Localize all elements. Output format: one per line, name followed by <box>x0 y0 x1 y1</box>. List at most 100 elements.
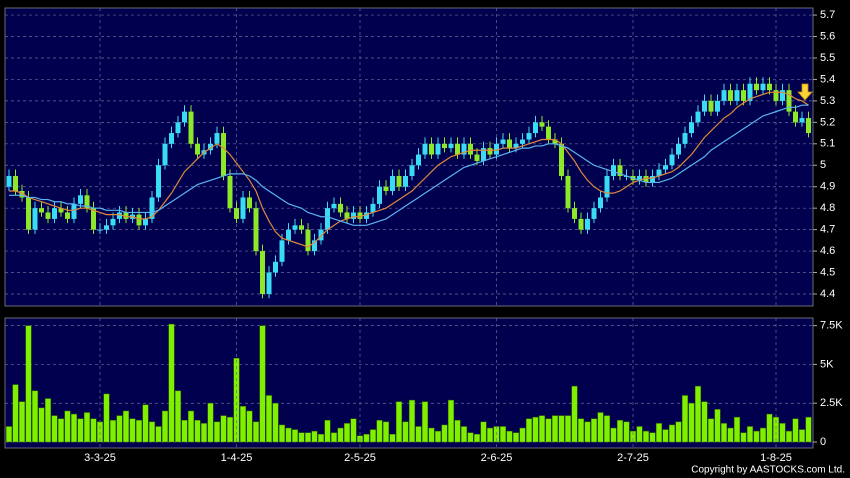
candle-body <box>91 208 96 230</box>
volume-bar <box>551 415 559 443</box>
candle-body <box>786 90 792 112</box>
candle-body <box>500 139 506 144</box>
candle-body <box>325 208 330 230</box>
candle-body <box>487 148 493 155</box>
candle-body <box>734 90 740 101</box>
candle-body <box>773 90 779 101</box>
candle-body <box>305 229 311 252</box>
volume-bar <box>116 415 123 443</box>
x-tick-label: 2-7-25 <box>617 452 649 464</box>
candle-body <box>78 195 83 204</box>
volume-bar <box>662 429 669 443</box>
volume-bar <box>506 430 513 443</box>
volume-bar <box>616 420 624 443</box>
y-tick-label: 4.8 <box>820 202 835 214</box>
volume-bar <box>38 407 45 443</box>
moving-average-line <box>9 104 809 226</box>
volume-bar <box>532 416 539 443</box>
volume-bar <box>707 418 715 443</box>
plot-layer: 0 2.5K 5K 7.5K 3-3-25 1-4-25 2-5-25 2-6-25 2-7-2… <box>5 8 843 464</box>
volume-bar <box>64 410 71 443</box>
candle-body <box>227 175 233 209</box>
volume-bar <box>109 420 117 443</box>
volume-bar <box>480 421 487 443</box>
volume-bar <box>558 415 565 443</box>
y-tick-label: 4.4 <box>820 288 835 300</box>
volume-bar <box>467 432 474 443</box>
candle-body <box>682 133 688 144</box>
volume-bar <box>675 421 682 443</box>
volume-bar <box>90 418 97 443</box>
volume-bar <box>350 418 357 443</box>
candle-body <box>604 175 610 198</box>
y-tick-label: 5.2 <box>820 116 835 128</box>
candle-body <box>507 139 512 149</box>
candle-body <box>526 133 532 140</box>
candle-body <box>370 203 376 213</box>
volume-bar <box>12 384 19 443</box>
candle-body <box>182 111 187 123</box>
volume-bar <box>200 423 208 443</box>
candle-body <box>552 139 558 144</box>
candle-body <box>13 175 18 192</box>
volume-bar <box>369 429 377 443</box>
volume-bar <box>590 418 598 443</box>
volume-bar <box>779 423 786 443</box>
candle-body <box>637 175 642 181</box>
volume-bar <box>525 418 533 443</box>
y-tick-label: 5 <box>820 159 826 171</box>
candle-body <box>65 212 70 219</box>
candle-body <box>32 208 38 230</box>
y-tick-label: 5.1 <box>820 138 835 150</box>
volume-bar <box>759 427 767 443</box>
candle-body <box>643 175 649 183</box>
volume-bar <box>408 399 416 443</box>
volume-bar <box>389 433 396 443</box>
candle-body <box>390 175 395 192</box>
candle-body <box>344 212 350 219</box>
candle-body <box>806 118 811 134</box>
candle-body <box>273 261 278 273</box>
candle-body <box>52 208 57 219</box>
y-tick-label: 4.7 <box>820 224 835 236</box>
x-tick-label: 2-6-25 <box>481 452 513 464</box>
volume-bar <box>168 323 175 443</box>
candle-body <box>474 154 480 161</box>
volume-bar <box>415 426 422 443</box>
candle-body <box>780 90 785 101</box>
volume-bar <box>434 430 442 443</box>
volume-bar <box>681 395 689 443</box>
candle-body <box>403 175 408 187</box>
candle-body <box>585 218 590 230</box>
candle-body <box>539 122 545 127</box>
volume-bar <box>135 420 143 443</box>
y-tick-label: 5.6 <box>820 30 835 42</box>
candle-body <box>299 225 304 230</box>
volume-bar <box>51 415 58 443</box>
volume-bar <box>77 418 84 443</box>
volume-bar <box>603 415 611 443</box>
candle-body <box>214 133 220 144</box>
candle-body <box>767 83 772 91</box>
y-tick-label: 4.6 <box>820 245 835 257</box>
candle-body <box>286 229 291 241</box>
volume-bar <box>642 430 650 443</box>
volume-bar <box>246 410 253 443</box>
volume-bar <box>330 432 338 443</box>
candle-body <box>110 218 116 226</box>
candle-body <box>695 111 701 123</box>
volume-bar <box>395 401 403 443</box>
candle-body <box>292 225 298 230</box>
volume-bar <box>701 401 708 443</box>
candle-body <box>331 203 337 209</box>
volume-bar <box>317 433 325 443</box>
candle-body <box>663 165 668 170</box>
candle-body <box>513 143 519 149</box>
volume-bar <box>668 424 676 443</box>
candle-body <box>461 143 467 155</box>
candle-body <box>6 175 12 187</box>
volume-bar <box>194 420 201 443</box>
volume-bar <box>720 423 728 443</box>
candle-body <box>253 208 259 252</box>
candle-body <box>396 175 402 187</box>
